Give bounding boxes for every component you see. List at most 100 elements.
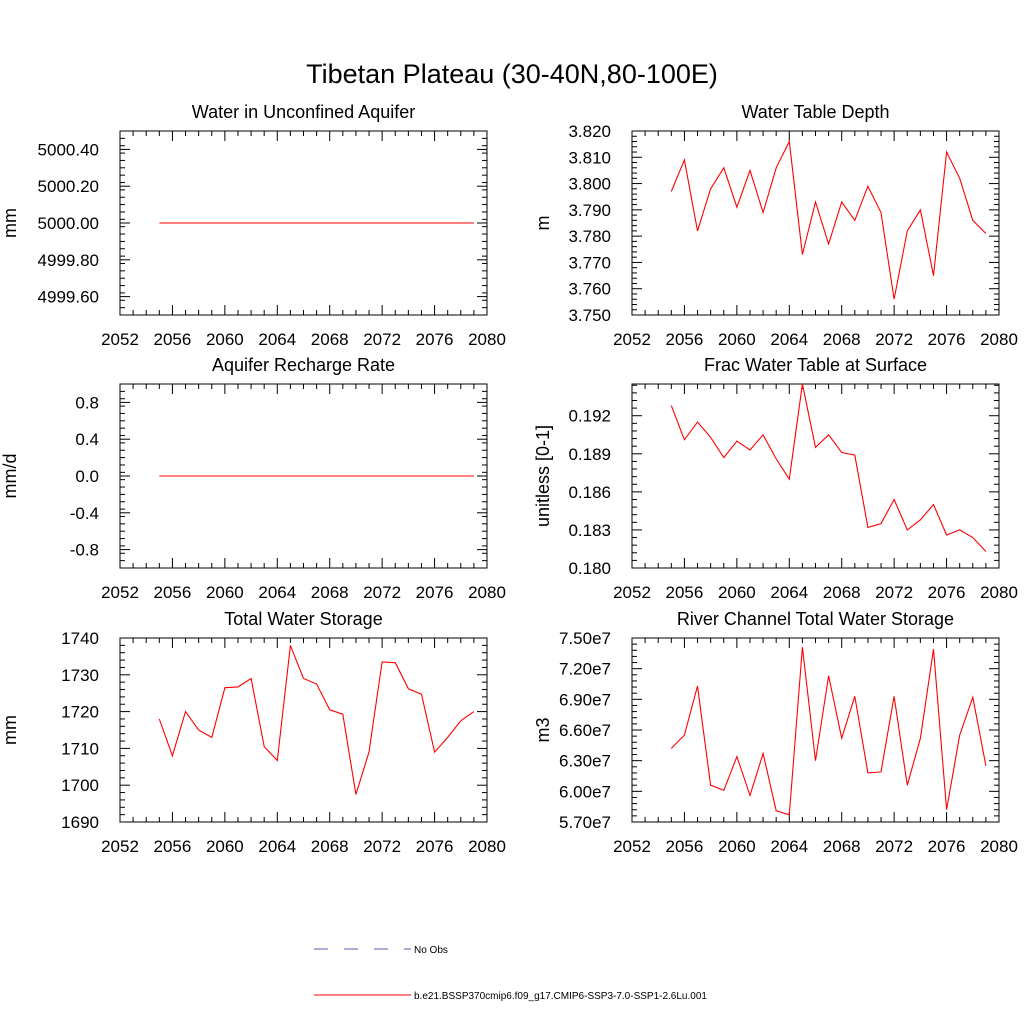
y-axis-label: unitless [0-1] [533,425,553,527]
y-tick-label: 3.750 [568,306,611,325]
x-tick-label: 2080 [468,330,506,349]
x-tick-label: 2076 [928,330,966,349]
x-tick-label: 2064 [770,583,808,602]
panel-frac-water-table-at-surface: Frac Water Table at Surface 2052 2056 2060 2… [533,355,1018,602]
y-axis-label: mm/d [0,454,20,499]
y-tick-label: 3.780 [568,227,611,246]
chart-panels: Water in Unconfined Aquifer 2052 2056 2060 2… [0,102,1018,856]
x-tick-label: 2056 [154,583,192,602]
x-tick-label: 2068 [311,837,349,856]
legend-label-no-obs: No Obs [414,945,448,956]
x-tick-label: 2060 [206,330,244,349]
panel-aquifer-recharge-rate: Aquifer Recharge Rate 2052 2056 2060 2064 206… [0,355,506,602]
y-tick-label: 1700 [61,776,99,795]
y-tick-label: 5000.20 [38,177,99,196]
x-tick-label: 2068 [311,583,349,602]
x-tick-label: 2072 [363,837,401,856]
y-tick-label: 3.760 [568,280,611,299]
x-tick-label: 2060 [718,837,756,856]
x-tick-label: 2076 [416,330,454,349]
panel-title: Frac Water Table at Surface [704,355,927,375]
x-tick-label: 2068 [823,837,861,856]
x-tick-label: 2076 [416,837,454,856]
y-tick-label: 6.00e7 [559,782,611,801]
panel-title: Total Water Storage [224,609,382,629]
x-tick-label: 2056 [666,837,704,856]
x-tick-label: 2080 [468,837,506,856]
y-tick-label: 3.770 [568,253,611,272]
x-tick-label: 2056 [666,583,704,602]
y-tick-label: 1720 [61,703,99,722]
y-tick-label: 7.20e7 [559,660,611,679]
x-tick-label: 2052 [101,583,139,602]
series-line [158,645,475,795]
y-axis-label: m3 [533,717,553,742]
x-tick-label: 2056 [154,330,192,349]
y-tick-label: -0.4 [70,504,99,523]
legend-entry-no-obs: No Obs [314,945,448,956]
x-tick-label: 2052 [101,330,139,349]
y-tick-label: 5000.40 [38,140,99,159]
x-tick-label: 2056 [154,837,192,856]
y-tick-label: 5000.00 [38,214,99,233]
panel-water-in-unconfined-aquifer: Water in Unconfined Aquifer 2052 2056 2060 2… [0,102,506,349]
x-tick-label: 2072 [363,330,401,349]
x-tick-label: 2060 [718,583,756,602]
y-tick-label: 1730 [61,666,99,685]
panel-title: River Channel Total Water Storage [677,609,954,629]
x-tick-label: 2076 [416,583,454,602]
y-tick-label: 3.790 [568,201,611,220]
x-tick-label: 2060 [718,330,756,349]
y-tick-label: 7.50e7 [559,629,611,648]
y-tick-label: 0.8 [75,393,99,412]
series-line [670,383,987,552]
y-tick-label: 4999.80 [38,251,99,270]
x-tick-label: 2052 [613,583,651,602]
x-tick-label: 2052 [101,837,139,856]
y-tick-label: 1710 [61,739,99,758]
panel-water-table-depth: Water Table Depth 2052 2056 2060 2064 2068 207… [533,102,1018,349]
y-tick-label: 1740 [61,629,99,648]
y-axis-label: mm [0,208,20,238]
x-tick-label: 2052 [613,330,651,349]
x-tick-label: 2068 [823,330,861,349]
y-tick-label: 6.60e7 [559,721,611,740]
x-tick-label: 2064 [258,583,296,602]
y-tick-label: 0.4 [75,430,99,449]
x-tick-label: 2064 [770,837,808,856]
y-tick-label: 0.186 [568,483,611,502]
y-tick-label: 1690 [61,813,99,832]
x-tick-label: 2076 [928,837,966,856]
x-tick-label: 2080 [468,583,506,602]
x-tick-label: 2080 [980,837,1018,856]
y-tick-label: 3.820 [568,122,611,141]
y-tick-label: -0.8 [70,541,99,560]
figure-title: Tibetan Plateau (30-40N,80-100E) [306,59,718,89]
x-tick-label: 2080 [980,583,1018,602]
x-tick-label: 2064 [258,837,296,856]
y-tick-label: 0.0 [75,467,99,486]
panel-title: Water Table Depth [741,102,889,122]
y-tick-label: 0.180 [568,559,611,578]
y-tick-label: 0.192 [568,407,611,426]
legend: No Obs b.e21.BSSP370cmip6.f09_g17.CMIP6-… [314,945,707,1002]
y-tick-label: 5.70e7 [559,813,611,832]
x-tick-label: 2068 [311,330,349,349]
panel-total-water-storage: Total Water Storage 2052 2056 2060 2064 2068 2… [0,609,506,856]
y-tick-label: 0.189 [568,445,611,464]
y-axis-label: mm [0,715,20,745]
y-axis-label: m [533,216,553,231]
x-tick-label: 2072 [875,583,913,602]
panel-river-channel-total-water-storage: River Channel Total Water Storage 2052 205… [533,609,1018,856]
x-tick-label: 2072 [363,583,401,602]
y-tick-label: 3.810 [568,148,611,167]
x-tick-label: 2060 [206,837,244,856]
panel-title: Aquifer Recharge Rate [212,355,395,375]
series-line [670,647,987,816]
x-tick-label: 2080 [980,330,1018,349]
series-line [670,139,987,300]
y-tick-label: 6.90e7 [559,690,611,709]
x-tick-label: 2072 [875,330,913,349]
